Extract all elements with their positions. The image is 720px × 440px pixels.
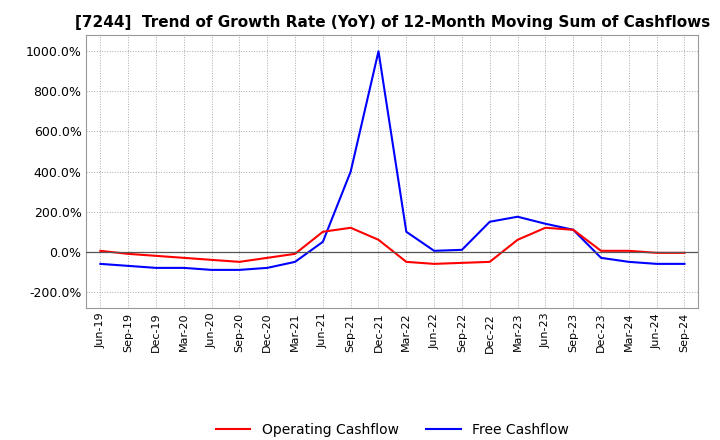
Free Cashflow bbox=[346, 169, 355, 174]
Operating Cashflow bbox=[402, 259, 410, 264]
Free Cashflow bbox=[597, 255, 606, 260]
Line: Operating Cashflow: Operating Cashflow bbox=[100, 228, 685, 264]
Operating Cashflow bbox=[152, 253, 161, 258]
Operating Cashflow bbox=[235, 259, 243, 264]
Operating Cashflow bbox=[597, 248, 606, 253]
Operating Cashflow bbox=[513, 237, 522, 242]
Free Cashflow bbox=[541, 221, 550, 227]
Legend: Operating Cashflow, Free Cashflow: Operating Cashflow, Free Cashflow bbox=[210, 418, 575, 440]
Line: Free Cashflow: Free Cashflow bbox=[100, 51, 685, 270]
Title: [7244]  Trend of Growth Rate (YoY) of 12-Month Moving Sum of Cashflows: [7244] Trend of Growth Rate (YoY) of 12-… bbox=[75, 15, 710, 30]
Free Cashflow bbox=[124, 263, 132, 268]
Free Cashflow bbox=[624, 259, 633, 264]
Free Cashflow bbox=[652, 261, 661, 267]
Operating Cashflow bbox=[291, 251, 300, 257]
Free Cashflow bbox=[680, 261, 689, 267]
Free Cashflow bbox=[430, 248, 438, 253]
Operating Cashflow bbox=[346, 225, 355, 231]
Free Cashflow bbox=[569, 227, 577, 232]
Free Cashflow bbox=[291, 259, 300, 264]
Operating Cashflow bbox=[96, 248, 104, 253]
Operating Cashflow bbox=[541, 225, 550, 231]
Operating Cashflow bbox=[207, 257, 216, 263]
Operating Cashflow bbox=[374, 237, 383, 242]
Free Cashflow bbox=[235, 267, 243, 272]
Operating Cashflow bbox=[485, 259, 494, 264]
Free Cashflow bbox=[96, 261, 104, 267]
Operating Cashflow bbox=[680, 250, 689, 256]
Operating Cashflow bbox=[318, 229, 327, 235]
Free Cashflow bbox=[402, 229, 410, 235]
Free Cashflow bbox=[513, 214, 522, 220]
Operating Cashflow bbox=[430, 261, 438, 267]
Free Cashflow bbox=[318, 239, 327, 245]
Operating Cashflow bbox=[179, 255, 188, 260]
Operating Cashflow bbox=[569, 227, 577, 232]
Operating Cashflow bbox=[652, 250, 661, 256]
Operating Cashflow bbox=[458, 260, 467, 265]
Operating Cashflow bbox=[124, 251, 132, 257]
Free Cashflow bbox=[179, 265, 188, 271]
Free Cashflow bbox=[207, 267, 216, 272]
Operating Cashflow bbox=[263, 255, 271, 260]
Free Cashflow bbox=[263, 265, 271, 271]
Free Cashflow bbox=[485, 219, 494, 224]
Free Cashflow bbox=[458, 247, 467, 253]
Free Cashflow bbox=[374, 48, 383, 54]
Free Cashflow bbox=[152, 265, 161, 271]
Operating Cashflow bbox=[624, 248, 633, 253]
